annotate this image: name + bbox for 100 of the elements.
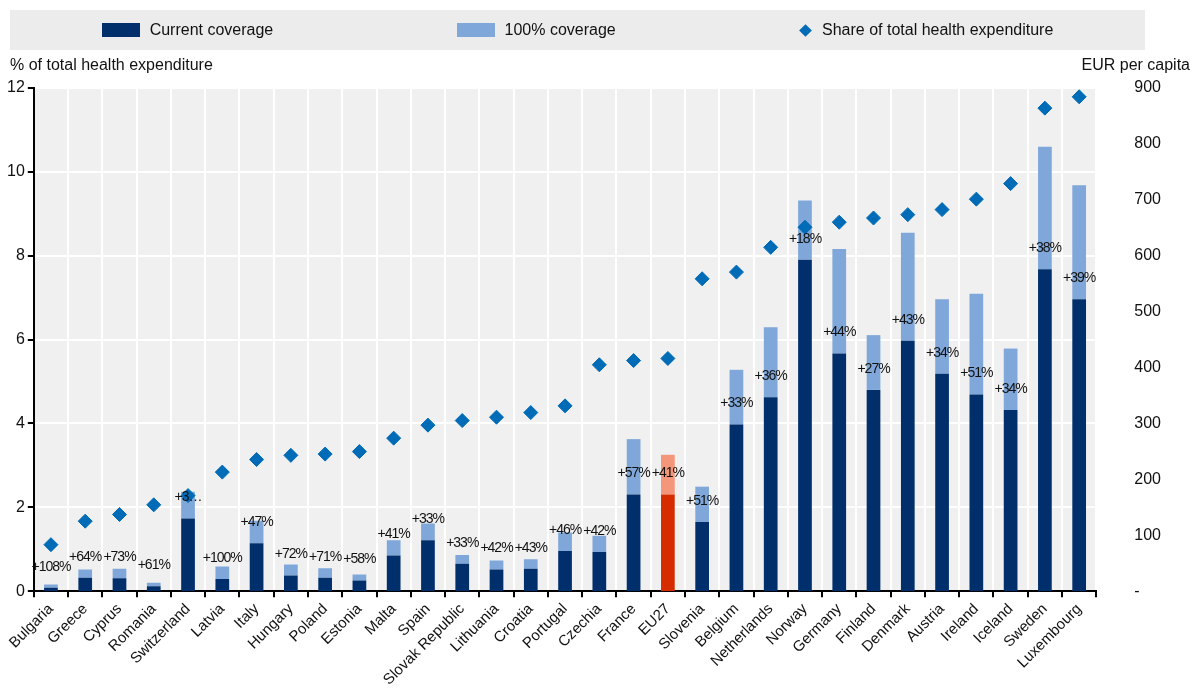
point (968, 191, 984, 207)
point (317, 446, 333, 462)
y2-axis-title: EUR per capita (1081, 56, 1191, 74)
y2-tick-label: - (1134, 581, 1140, 599)
bar (44, 584, 58, 588)
y2-tick-label: 800 (1134, 134, 1162, 152)
bar (592, 552, 607, 592)
bar (78, 577, 93, 592)
y2-tick-label: 100 (1134, 525, 1162, 543)
point (591, 357, 607, 373)
annotation: +33% (720, 394, 754, 411)
bar (215, 566, 230, 579)
point (934, 202, 950, 218)
bar (558, 550, 572, 592)
y2-tick-label: 400 (1134, 357, 1162, 375)
bar (146, 586, 161, 592)
y-tick-label: 12 (7, 78, 25, 96)
annotation: +44% (823, 323, 856, 340)
point (283, 447, 299, 463)
annotation: +100% (202, 548, 243, 565)
bar (558, 532, 572, 551)
point (351, 444, 367, 460)
point (249, 452, 265, 468)
legend-label: Share of total health expenditure (822, 21, 1054, 39)
bar (284, 564, 298, 576)
y2-tick-label: 700 (1134, 190, 1162, 208)
annotation: +42% (480, 539, 514, 556)
point (420, 417, 436, 433)
point (900, 207, 916, 223)
bar (146, 582, 161, 587)
bar (523, 568, 538, 592)
bar (421, 540, 435, 592)
annotation: +43% (514, 538, 548, 555)
point (1037, 100, 1053, 116)
annotation: +39% (1063, 269, 1096, 286)
point (214, 464, 230, 480)
point (111, 506, 127, 522)
point (43, 537, 59, 553)
bar (386, 555, 401, 592)
bar (181, 518, 195, 592)
point (660, 350, 676, 366)
annotation: +71% (309, 547, 342, 564)
annotation: +51% (960, 364, 993, 381)
bar (661, 494, 675, 592)
annotation: +46% (548, 520, 582, 537)
y-axis-title: % of total health expenditure (10, 56, 213, 74)
bar (832, 353, 847, 592)
bar (729, 424, 744, 592)
y2-tick-label: 600 (1134, 246, 1162, 264)
legend-label: 100% coverage (504, 21, 616, 39)
bar (866, 389, 881, 592)
y-tick-label: 0 (15, 581, 25, 599)
annotation: +27% (857, 359, 891, 376)
bar (78, 569, 93, 578)
bar (44, 587, 58, 592)
annotation: +34% (994, 379, 1028, 396)
bar (455, 554, 470, 564)
bar (900, 340, 915, 592)
point (694, 271, 710, 287)
annotation: +41% (377, 525, 411, 542)
y2-tick-label: 200 (1134, 469, 1162, 487)
bar (798, 259, 812, 592)
annotation: +33% (411, 510, 445, 527)
bar (386, 540, 401, 556)
point (386, 430, 402, 446)
y-tick-label: 4 (15, 413, 25, 431)
point (763, 239, 779, 255)
bar (626, 494, 641, 592)
y-tick-label: 6 (15, 330, 25, 348)
bar (284, 575, 298, 592)
point (728, 264, 744, 280)
annotation: +73% (103, 548, 137, 565)
annotation: +72% (274, 545, 308, 562)
y2-tick-label: 300 (1134, 413, 1162, 431)
point (557, 398, 573, 414)
bar (969, 394, 984, 592)
point (1071, 89, 1087, 105)
bar (249, 543, 264, 592)
y-tick-label: 10 (7, 162, 25, 180)
bar (318, 577, 332, 592)
annotation: +42% (583, 521, 616, 538)
annotation: +58% (343, 550, 377, 567)
bar (489, 560, 504, 570)
bar (695, 521, 709, 592)
bar (112, 578, 127, 592)
point (454, 413, 470, 429)
annotation: +61% (137, 556, 171, 573)
y-tick-label: 2 (15, 497, 25, 515)
bar (112, 568, 127, 579)
bar (763, 397, 778, 592)
y2-tick-label: 500 (1134, 302, 1162, 320)
point (146, 497, 162, 513)
point (1003, 176, 1019, 192)
bar (318, 568, 332, 578)
bar (1072, 299, 1087, 592)
bar (1038, 269, 1052, 592)
bar (592, 535, 607, 553)
annotation: +64% (69, 547, 102, 564)
legend-label: Current coverage (149, 21, 274, 39)
annotation: +38% (1028, 239, 1062, 256)
